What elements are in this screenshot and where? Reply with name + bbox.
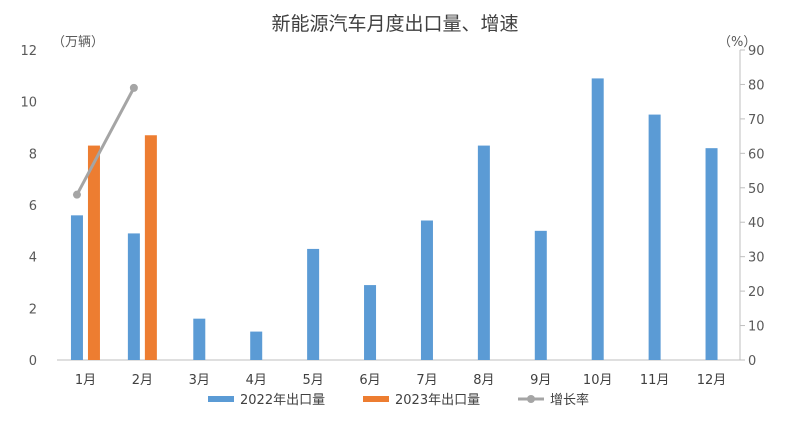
y-right-tick-label: 30 bbox=[748, 251, 765, 266]
x-tick-label: 11月 bbox=[640, 373, 670, 388]
bar-2023 bbox=[144, 135, 157, 360]
y-left-tick-label: 4 bbox=[29, 251, 37, 266]
x-tick-label: 2月 bbox=[132, 373, 153, 388]
bar-2022 bbox=[307, 248, 320, 360]
legend-swatch-2022年出口量 bbox=[208, 396, 234, 402]
y-right-tick-label: 80 bbox=[748, 78, 765, 93]
y-left-tick-label: 0 bbox=[29, 354, 37, 369]
legend-label: 2022年出口量 bbox=[240, 393, 325, 408]
y-right-tick-label: 50 bbox=[748, 182, 765, 197]
x-tick-label: 1月 bbox=[75, 373, 96, 388]
y-left-unit: （万辆） bbox=[52, 35, 104, 50]
x-tick-label: 7月 bbox=[416, 373, 437, 388]
y-right-tick-label: 40 bbox=[748, 216, 765, 231]
x-tick-label: 3月 bbox=[189, 373, 210, 388]
growth-rate-line bbox=[75, 87, 136, 196]
bar-2022 bbox=[534, 230, 547, 360]
y-right-tick-label: 70 bbox=[748, 113, 765, 128]
bar-2022 bbox=[250, 331, 263, 360]
bar-2022 bbox=[705, 148, 718, 360]
y-left-tick-label: 6 bbox=[29, 199, 37, 214]
x-tick-label: 8月 bbox=[473, 373, 494, 388]
bar-2022 bbox=[648, 114, 661, 360]
chart-title: 新能源汽车月度出口量、增速 bbox=[271, 13, 518, 35]
legend-label: 2023年出口量 bbox=[395, 393, 480, 408]
x-tick-label: 5月 bbox=[302, 373, 323, 388]
bar-2023 bbox=[87, 145, 100, 360]
growth-rate-point bbox=[72, 190, 81, 199]
x-tick-label: 4月 bbox=[246, 373, 267, 388]
x-tick-label: 6月 bbox=[359, 373, 380, 388]
x-tick-label: 9月 bbox=[530, 373, 551, 388]
bar-2022 bbox=[193, 318, 206, 360]
bar-2022 bbox=[420, 220, 433, 360]
bar-2022 bbox=[127, 233, 140, 360]
y-right-tick-label: 20 bbox=[748, 285, 765, 300]
y-left-tick-label: 8 bbox=[29, 147, 37, 162]
legend-swatch-2023年出口量 bbox=[363, 396, 389, 402]
bar-2022 bbox=[591, 78, 604, 361]
x-tick-label: 10月 bbox=[583, 373, 613, 388]
bar-2022 bbox=[70, 215, 83, 360]
y-left-tick-label: 12 bbox=[20, 44, 37, 59]
x-tick-label: 12月 bbox=[697, 373, 727, 388]
bar-2022 bbox=[477, 145, 490, 360]
legend-swatch-marker bbox=[527, 395, 535, 403]
y-right-tick-label: 60 bbox=[748, 147, 765, 162]
y-right-tick-label: 0 bbox=[748, 354, 756, 369]
bar-2022 bbox=[364, 285, 377, 360]
legend-label: 增长率 bbox=[550, 392, 589, 408]
growth-rate-point bbox=[129, 83, 138, 92]
y-left-tick-label: 10 bbox=[20, 96, 37, 111]
y-right-tick-label: 90 bbox=[748, 44, 765, 59]
y-left-tick-label: 2 bbox=[29, 302, 37, 317]
y-right-tick-label: 10 bbox=[748, 320, 765, 335]
y-right-unit: （%） bbox=[718, 35, 756, 50]
